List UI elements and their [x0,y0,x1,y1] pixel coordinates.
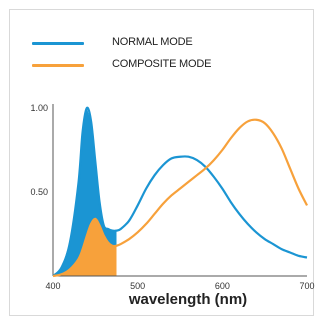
legend-swatch-normal-mode [32,42,84,45]
legend-label-normal-mode: NORMAL MODE [112,36,193,48]
x-tick-label: 700 [299,281,314,291]
series-line-normal-mode [52,106,308,277]
x-tick-label: 600 [215,281,230,291]
legend-item-composite-mode: COMPOSITE MODE [32,56,272,78]
x-tick-label: 400 [45,281,60,291]
tick-labels: 400 500 600 700 1.00 0.50 [30,103,314,291]
legend-swatch-composite-mode [32,64,84,67]
series-line-composite-mode [52,118,308,278]
chart-axes [52,104,307,277]
x-axis-label: wavelength (nm) [128,291,247,308]
chart-legend: NORMAL MODE COMPOSITE MODE [32,34,272,78]
shaded-area-composite-mode [53,218,117,276]
y-tick-label: 1.00 [30,103,48,113]
series-lines [52,106,308,278]
legend-item-normal-mode: NORMAL MODE [32,34,272,56]
x-tick-label: 500 [130,281,145,291]
chart-frame [9,9,314,316]
shaded-regions [53,108,117,276]
legend-label-composite-mode: COMPOSITE MODE [112,58,212,70]
y-tick-label: 0.50 [30,187,48,197]
